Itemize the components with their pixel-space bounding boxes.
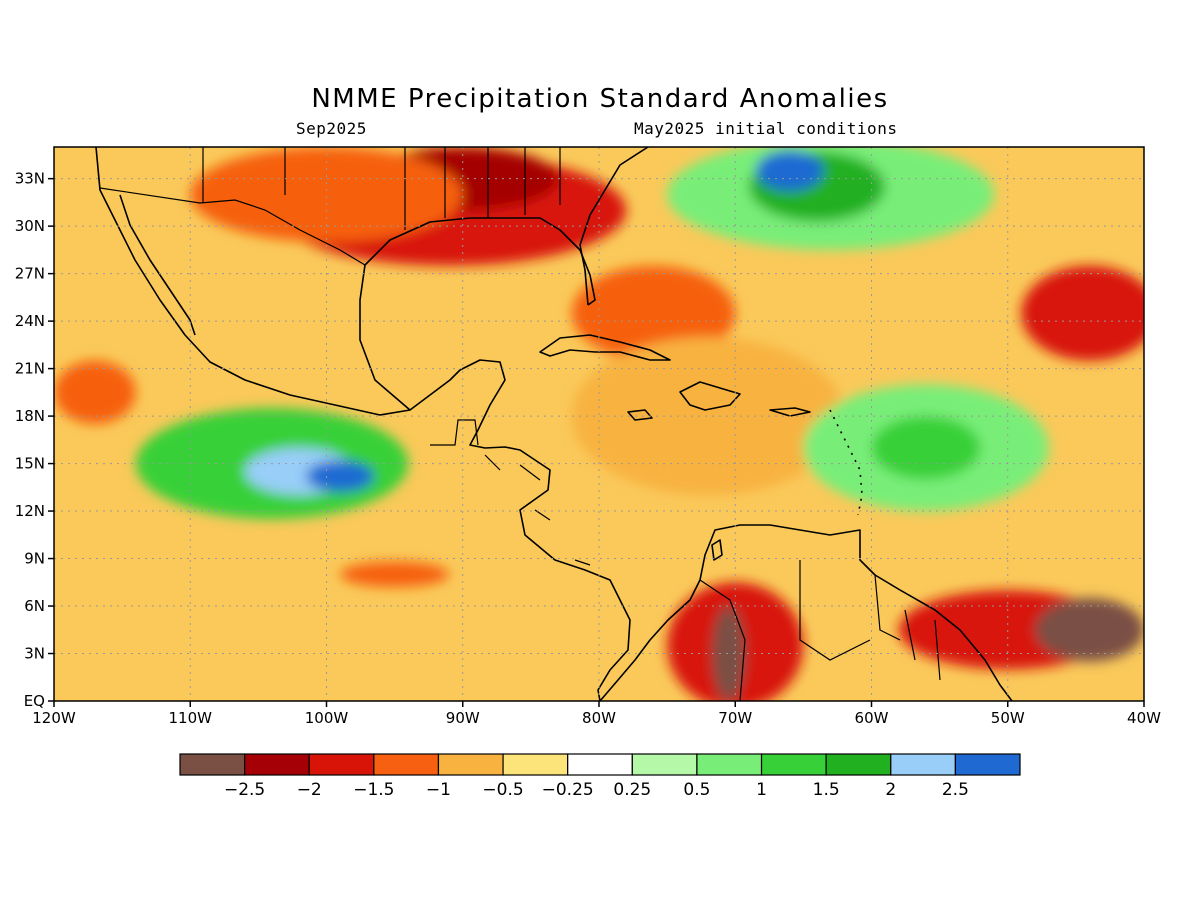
anomaly-field: [54, 147, 1144, 701]
colorbar-swatch: [502, 753, 569, 776]
colorbar-label: 2: [885, 780, 896, 800]
map-title: NMME Precipitation Standard Anomalies: [311, 84, 889, 114]
lake-maracaibo-outline: [711, 539, 723, 561]
lon-tick-label: 70W: [718, 709, 752, 727]
axis-ticks: 120W 110W 100W 90W 80W 70W 60W 50W 40W EQ 3N 6N 9N 12…: [15, 170, 1161, 727]
jamaica-coastline: [627, 409, 653, 421]
colorbar-label: 1: [756, 780, 767, 800]
colorbar-swatch: [308, 753, 375, 776]
colorbar-label: −2.5: [224, 780, 265, 800]
lon-tick-label: 110W: [169, 709, 213, 727]
political-borders: [99, 147, 941, 701]
anomaly-region-guyana-core: [1035, 598, 1144, 662]
lat-tick-label: 9N: [24, 550, 45, 568]
colorbar-label: −0.25: [542, 780, 594, 800]
valid-month-label: Sep2025: [296, 119, 367, 138]
us-mexico-border: [99, 187, 366, 266]
initial-conditions-label: May2025 initial conditions: [634, 119, 898, 138]
colorbar-swatch: [567, 753, 633, 776]
colorbar-label: 0.5: [683, 780, 710, 800]
lon-tick-label: 90W: [446, 709, 480, 727]
colorbar-label: 0.25: [613, 780, 651, 800]
lat-tick-label: 6N: [24, 597, 45, 615]
lat-tick-label: 18N: [15, 407, 45, 425]
colorbar-swatch: [373, 753, 440, 776]
cuba-coastline: [539, 334, 671, 361]
lat-tick-label: 12N: [15, 502, 45, 520]
colorbar-label: −0.5: [482, 780, 523, 800]
anomaly-region-bahamas-dry: [571, 265, 736, 361]
baja-coastline: [119, 194, 196, 336]
colorbar-swatch: [696, 753, 763, 776]
anomaly-regions: [54, 147, 1144, 701]
anomaly-region-mid-atlantic-wet-core: [871, 416, 981, 480]
anomaly-region-pacific-band-dry: [340, 561, 450, 588]
lon-tick-label: 80W: [582, 709, 616, 727]
colorbar-swatch: [890, 753, 956, 776]
colorbar-label: −1: [426, 780, 451, 800]
colorbar-label: −2: [297, 780, 322, 800]
guatemala-border: [430, 419, 479, 446]
lat-tick-label: 21N: [15, 360, 45, 378]
lon-tick-label: 50W: [991, 709, 1025, 727]
lat-tick-label: EQ: [24, 692, 45, 710]
lon-tick-label: 60W: [855, 709, 889, 727]
coastlines: [95, 147, 1013, 701]
lat-tick-label: 27N: [15, 265, 45, 283]
colorbar-swatch: [179, 753, 246, 776]
colorbar-swatch: [825, 753, 892, 776]
colorbar-label: 1.5: [813, 780, 840, 800]
anomaly-region-caribbean-dry: [571, 336, 845, 496]
colorbar-label: −1.5: [353, 780, 394, 800]
anomaly-region-sw-us-dry: [190, 147, 463, 242]
lon-tick-label: 100W: [305, 709, 349, 727]
anomaly-region-pacific-wet-max: [306, 460, 375, 493]
graticule: [54, 147, 1144, 701]
us-east-coastline: [579, 147, 649, 306]
central-america-borders: [484, 454, 591, 566]
lat-tick-label: 3N: [24, 645, 45, 663]
anomaly-region-atlantic-wet-max: [755, 150, 824, 192]
colorbar: −2.5 −2 −1.5 −1 −0.5 −0.25 0.25 0.5 1 1.5 2 2.5: [179, 753, 1021, 800]
anomaly-region-pacific-dry-west: [54, 360, 136, 424]
colorbar-swatch: [760, 753, 827, 776]
lon-tick-label: 40W: [1127, 709, 1161, 727]
us-state-lines: [202, 147, 561, 230]
colorbar-swatch: [631, 753, 698, 776]
lat-tick-label: 33N: [15, 170, 45, 188]
gulf-coastline: [359, 217, 596, 411]
colorbar-swatch: [244, 753, 310, 776]
lat-tick-label: 24N: [15, 312, 45, 330]
colorbar-swatch: [437, 753, 504, 776]
anomaly-region-amazon-core: [712, 606, 745, 701]
lat-tick-label: 30N: [15, 217, 45, 235]
colorbar-label: 2.5: [942, 780, 969, 800]
lat-tick-label: 15N: [15, 455, 45, 473]
puerto-rico-coastline: [769, 407, 811, 417]
south-america-coastline: [599, 524, 1013, 701]
lon-tick-label: 120W: [32, 709, 76, 727]
anomaly-region-east-atlantic-dry: [1021, 265, 1144, 361]
north-america-coastline: [95, 147, 631, 701]
south-america-borders: [699, 560, 941, 701]
colorbar-swatch: [954, 753, 1021, 776]
